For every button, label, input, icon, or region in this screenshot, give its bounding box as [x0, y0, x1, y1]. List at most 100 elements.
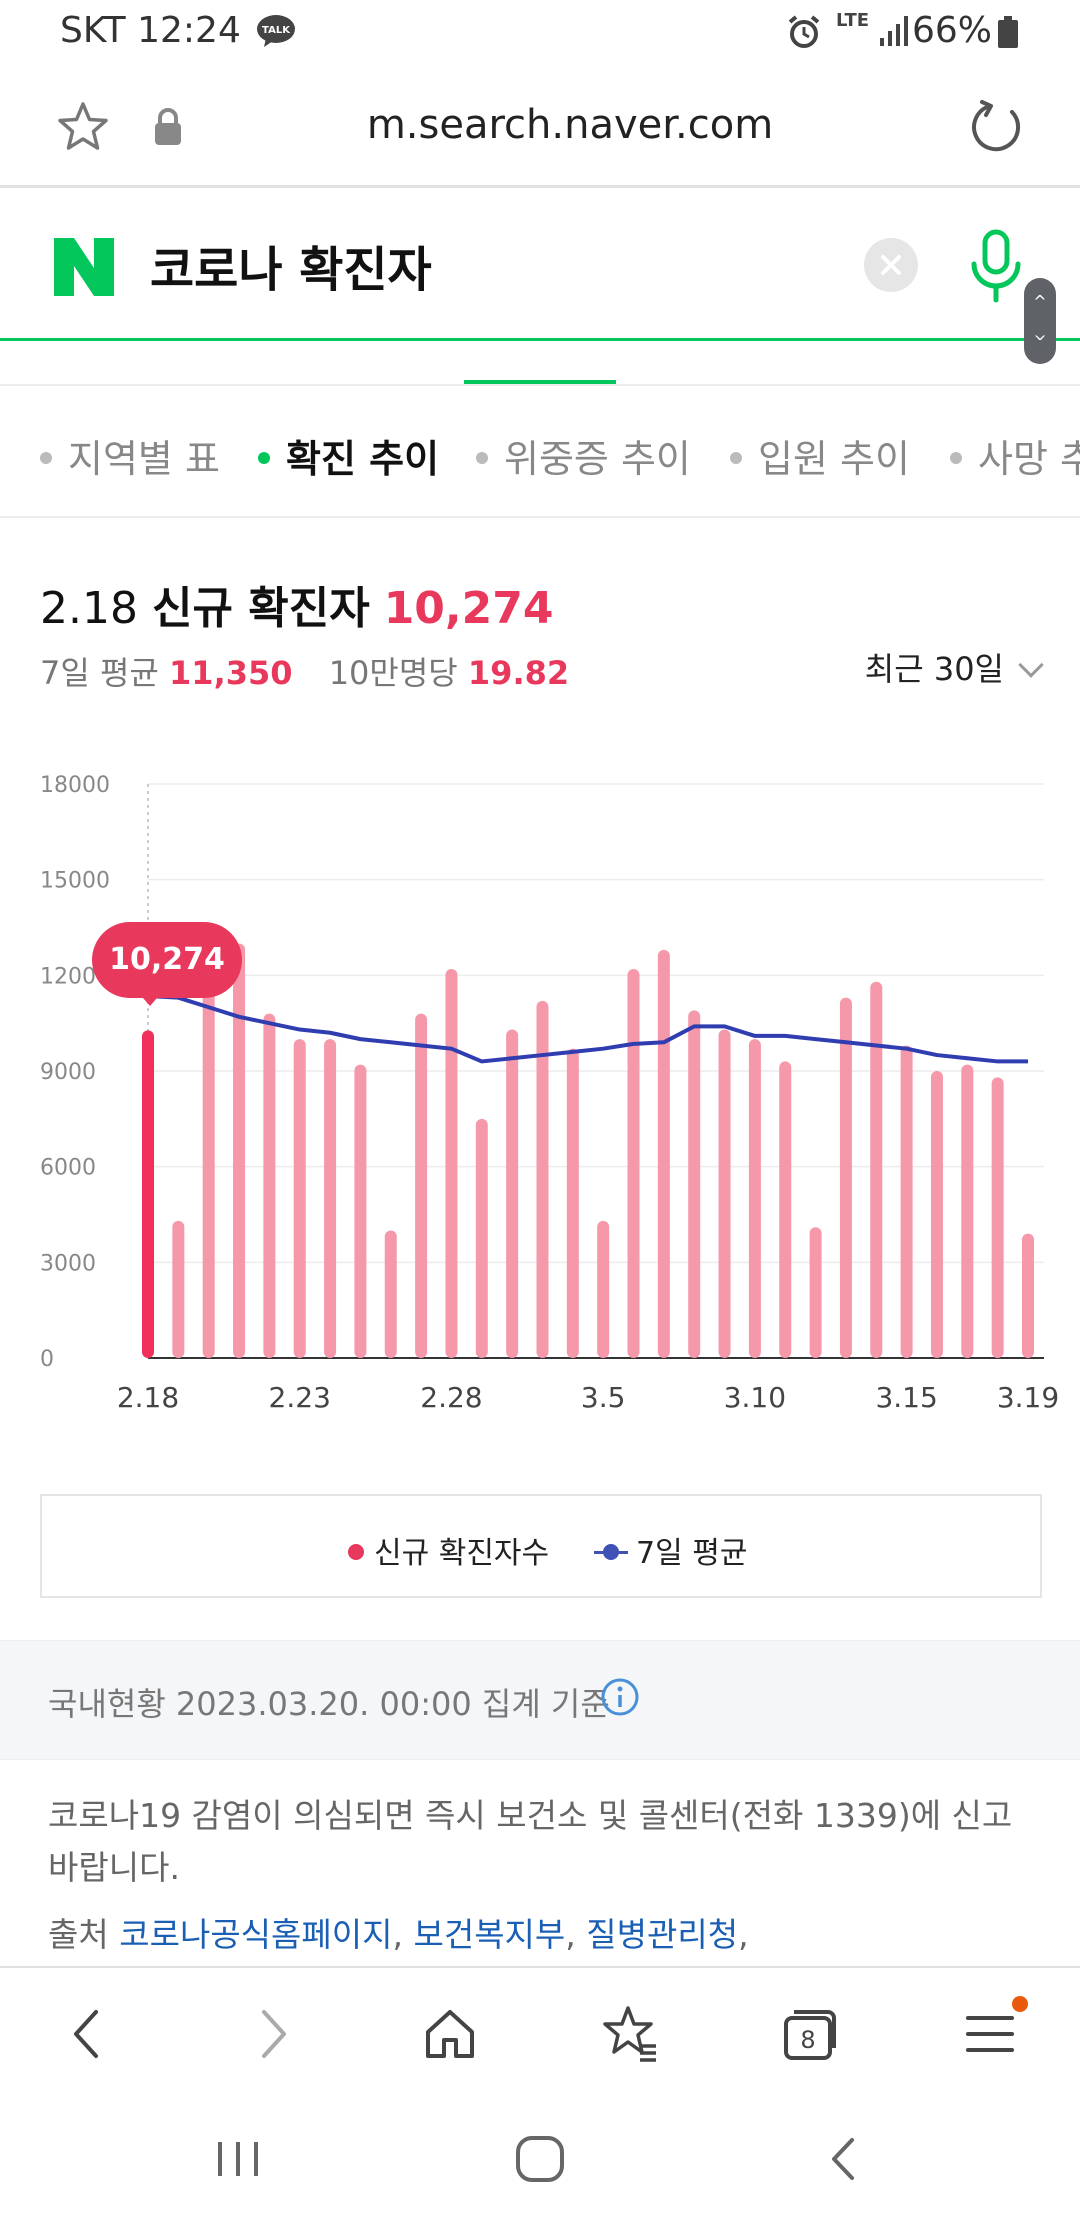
bar: [263, 1013, 276, 1358]
notice-text: 코로나19 감염이 의심되면 즉시 보건소 및 콜센터(전화 1339)에 신고…: [48, 1796, 1013, 1887]
alarm-icon: [788, 15, 820, 48]
y-tick-label: 3000: [40, 1251, 96, 1276]
url-text[interactable]: m.search.naver.com: [366, 102, 774, 148]
bullet-icon: [476, 451, 488, 464]
tooltip-bubble: 10,274: [92, 922, 242, 998]
signal-icon: [880, 16, 908, 46]
recent-apps-icon[interactable]: [208, 2136, 268, 2182]
source-line: 출처 코로나공식홈페이지, 보건복지부, 질병관리청,: [48, 1915, 749, 1954]
browser-nav-bar: 8: [0, 1966, 1080, 2098]
bookmark-star-icon[interactable]: [56, 100, 110, 154]
scroll-handle[interactable]: ^ ^: [1024, 278, 1056, 364]
per100k-value: 19.82: [467, 654, 570, 692]
subtab-hospitalized-trend[interactable]: 입원 추이: [730, 428, 910, 483]
headline: 2.18 신규 확진자 10,274: [40, 572, 553, 636]
bar: [991, 1077, 1004, 1358]
x-tick-label: 3.15: [875, 1381, 937, 1414]
battery-percent: 66%: [911, 10, 992, 51]
home-button-icon[interactable]: [512, 2134, 568, 2184]
tooltip-pointer: [136, 990, 164, 1006]
y-tick-label: 6000: [40, 1156, 96, 1181]
bar: [779, 1061, 792, 1358]
bar: [597, 1220, 610, 1358]
source-label: 출처: [48, 1915, 109, 1954]
sub-stats: 7일 평균 11,350 10만명당 19.82: [40, 648, 595, 694]
x-tick-label: 2.18: [117, 1381, 179, 1414]
url-bar: m.search.naver.com: [0, 66, 1080, 188]
bar: [354, 1064, 367, 1358]
x-tick-label: 2.23: [269, 1381, 331, 1414]
legend-line-icon: [594, 1542, 628, 1562]
bullet-icon: [40, 451, 52, 464]
bar: [1022, 1233, 1034, 1358]
back-icon[interactable]: [56, 2002, 120, 2066]
headline-label: 신규 확진자: [151, 583, 370, 634]
bar: [688, 1010, 701, 1358]
bar: [384, 1230, 397, 1358]
subtab-critical-trend[interactable]: 위중증 추이: [476, 428, 691, 483]
y-tick-label: 9000: [40, 1060, 96, 1085]
y-tick-label: 18000: [40, 773, 110, 798]
bar: [445, 968, 458, 1358]
x-tick-label: 3.10: [724, 1381, 786, 1414]
status-bar: SKT 12:24 TALK LTE 66%: [0, 0, 1080, 66]
forward-icon[interactable]: [240, 2002, 304, 2066]
bullet-icon: [950, 451, 962, 464]
bar-highlighted: [142, 1030, 154, 1358]
x-tick-label: 3.19: [997, 1381, 1059, 1414]
avg7-label: 7일 평균: [40, 654, 159, 692]
bar: [475, 1118, 488, 1358]
range-label: 최근 30일: [864, 650, 1004, 688]
system-back-icon[interactable]: [820, 2134, 870, 2184]
category-tab-row[interactable]: [0, 340, 1080, 386]
menu-icon[interactable]: [958, 2002, 1022, 2066]
microphone-icon[interactable]: [966, 228, 1026, 306]
bar: [809, 1227, 822, 1358]
bookmarks-icon[interactable]: [598, 2002, 662, 2066]
bar: [870, 981, 883, 1358]
home-icon[interactable]: [418, 2002, 482, 2066]
sub-tab-bar: 지역별 표 확진 추이 위중증 추이 입원 추이 사망 추이: [0, 388, 1080, 518]
source-link-covid-home[interactable]: 코로나공식홈페이지: [119, 1915, 393, 1954]
bullet-icon: [730, 451, 742, 464]
bar: [536, 1000, 549, 1358]
source-link-mohw[interactable]: 보건복지부: [413, 1915, 566, 1954]
headline-date: 2.18: [40, 583, 138, 634]
legend-new-cases: 신규 확진자수: [348, 1528, 549, 1572]
info-icon[interactable]: [600, 1677, 640, 1717]
status-info-band: 국내현황 2023.03.20. 00:00 집계 기준: [0, 1640, 1080, 1760]
bar: [748, 1039, 761, 1358]
subtab-confirmed-trend[interactable]: 확진 추이: [258, 428, 439, 483]
bar: [657, 949, 670, 1358]
subtab-regional-table[interactable]: 지역별 표: [40, 428, 220, 483]
avg7-value: 11,350: [169, 654, 293, 692]
chart-legend: 신규 확진자수 7일 평균: [40, 1494, 1042, 1598]
range-dropdown[interactable]: 최근 30일: [864, 644, 1044, 690]
bar: [233, 943, 246, 1358]
x-tick-label: 2.28: [420, 1381, 482, 1414]
bar: [506, 1029, 519, 1358]
bullet-icon: [258, 451, 270, 464]
bar: [900, 1045, 913, 1358]
chevron-down-icon: [1018, 652, 1044, 678]
tabs-icon[interactable]: 8: [778, 2002, 842, 2066]
subtab-death-trend[interactable]: 사망 추이: [950, 428, 1080, 483]
search-underline: [0, 338, 1080, 341]
clear-search-button[interactable]: [864, 238, 918, 292]
battery-icon: [998, 16, 1018, 48]
search-input[interactable]: 코로나 확진자: [150, 242, 432, 298]
legend-avg7: 7일 평균: [594, 1528, 747, 1572]
talk-icon: TALK: [257, 15, 295, 47]
chevron-up-icon: ^: [1033, 292, 1047, 311]
source-link-kdca[interactable]: 질병관리청: [586, 1915, 739, 1954]
notification-dot: [1012, 1996, 1028, 2012]
bar: [415, 1013, 428, 1358]
bar: [293, 1039, 306, 1358]
y-tick-label: 15000: [40, 869, 110, 894]
network-type: LTE: [836, 10, 870, 31]
lock-icon: [155, 108, 181, 145]
bar: [930, 1071, 943, 1358]
naver-logo[interactable]: [52, 236, 116, 298]
reload-icon[interactable]: [968, 98, 1026, 156]
